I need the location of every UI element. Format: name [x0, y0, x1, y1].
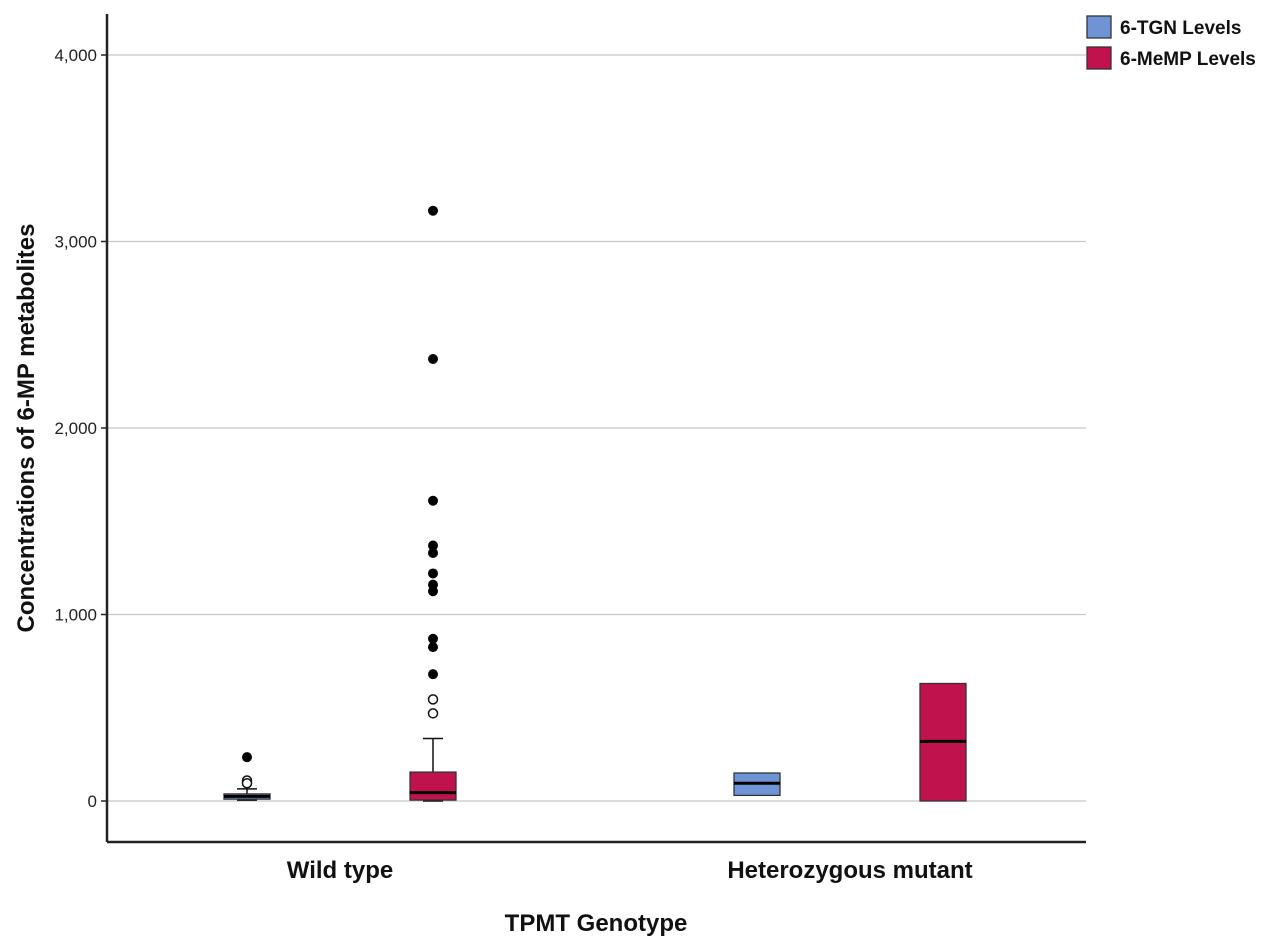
y-tick-label: 3,000: [54, 233, 97, 252]
extreme-point: [428, 353, 438, 364]
outlier-point: [427, 694, 439, 705]
extreme-point: [428, 568, 438, 579]
outlier-points: [241, 205, 439, 789]
y-tick-label: 2,000: [54, 419, 97, 438]
x-category-label: Wild type: [287, 857, 393, 884]
legend-swatch: [1086, 46, 1112, 70]
legend-label: 6-TGN Levels: [1120, 18, 1241, 39]
y-axis-title: Concentrations of 6-MP metabolites: [13, 224, 40, 633]
x-category-label: Heterozygous mutant: [727, 857, 972, 884]
y-axis-ticks: 0 1,000 2,000 3,000 4,000: [54, 46, 107, 811]
boxes: [223, 682, 967, 802]
legend: 6-TGN Levels 6-MeMP Levels: [1086, 15, 1256, 70]
y-tick-label: 0: [88, 792, 97, 811]
x-axis-title: TPMT Genotype: [505, 910, 688, 937]
extreme-point: [428, 540, 438, 551]
extreme-point: [242, 752, 252, 763]
box-group: [919, 682, 967, 802]
legend-swatch: [1086, 15, 1112, 39]
extreme-point: [428, 547, 438, 558]
box-group: [409, 737, 457, 802]
extreme-point: [428, 642, 438, 653]
outlier-point: [427, 708, 439, 719]
extreme-point: [428, 205, 438, 216]
box-group: [223, 788, 271, 801]
outlier-point: [241, 778, 253, 789]
extreme-point: [428, 495, 438, 506]
extreme-point: [428, 633, 438, 644]
box: [409, 771, 457, 801]
box-group: [733, 772, 781, 797]
extreme-point: [428, 669, 438, 680]
y-tick-label: 4,000: [54, 46, 97, 65]
legend-label: 6-MeMP Levels: [1120, 49, 1256, 70]
extreme-point: [428, 579, 438, 590]
x-axis-categories: Wild type Heterozygous mutant: [287, 857, 973, 884]
y-tick-label: 1,000: [54, 606, 97, 625]
